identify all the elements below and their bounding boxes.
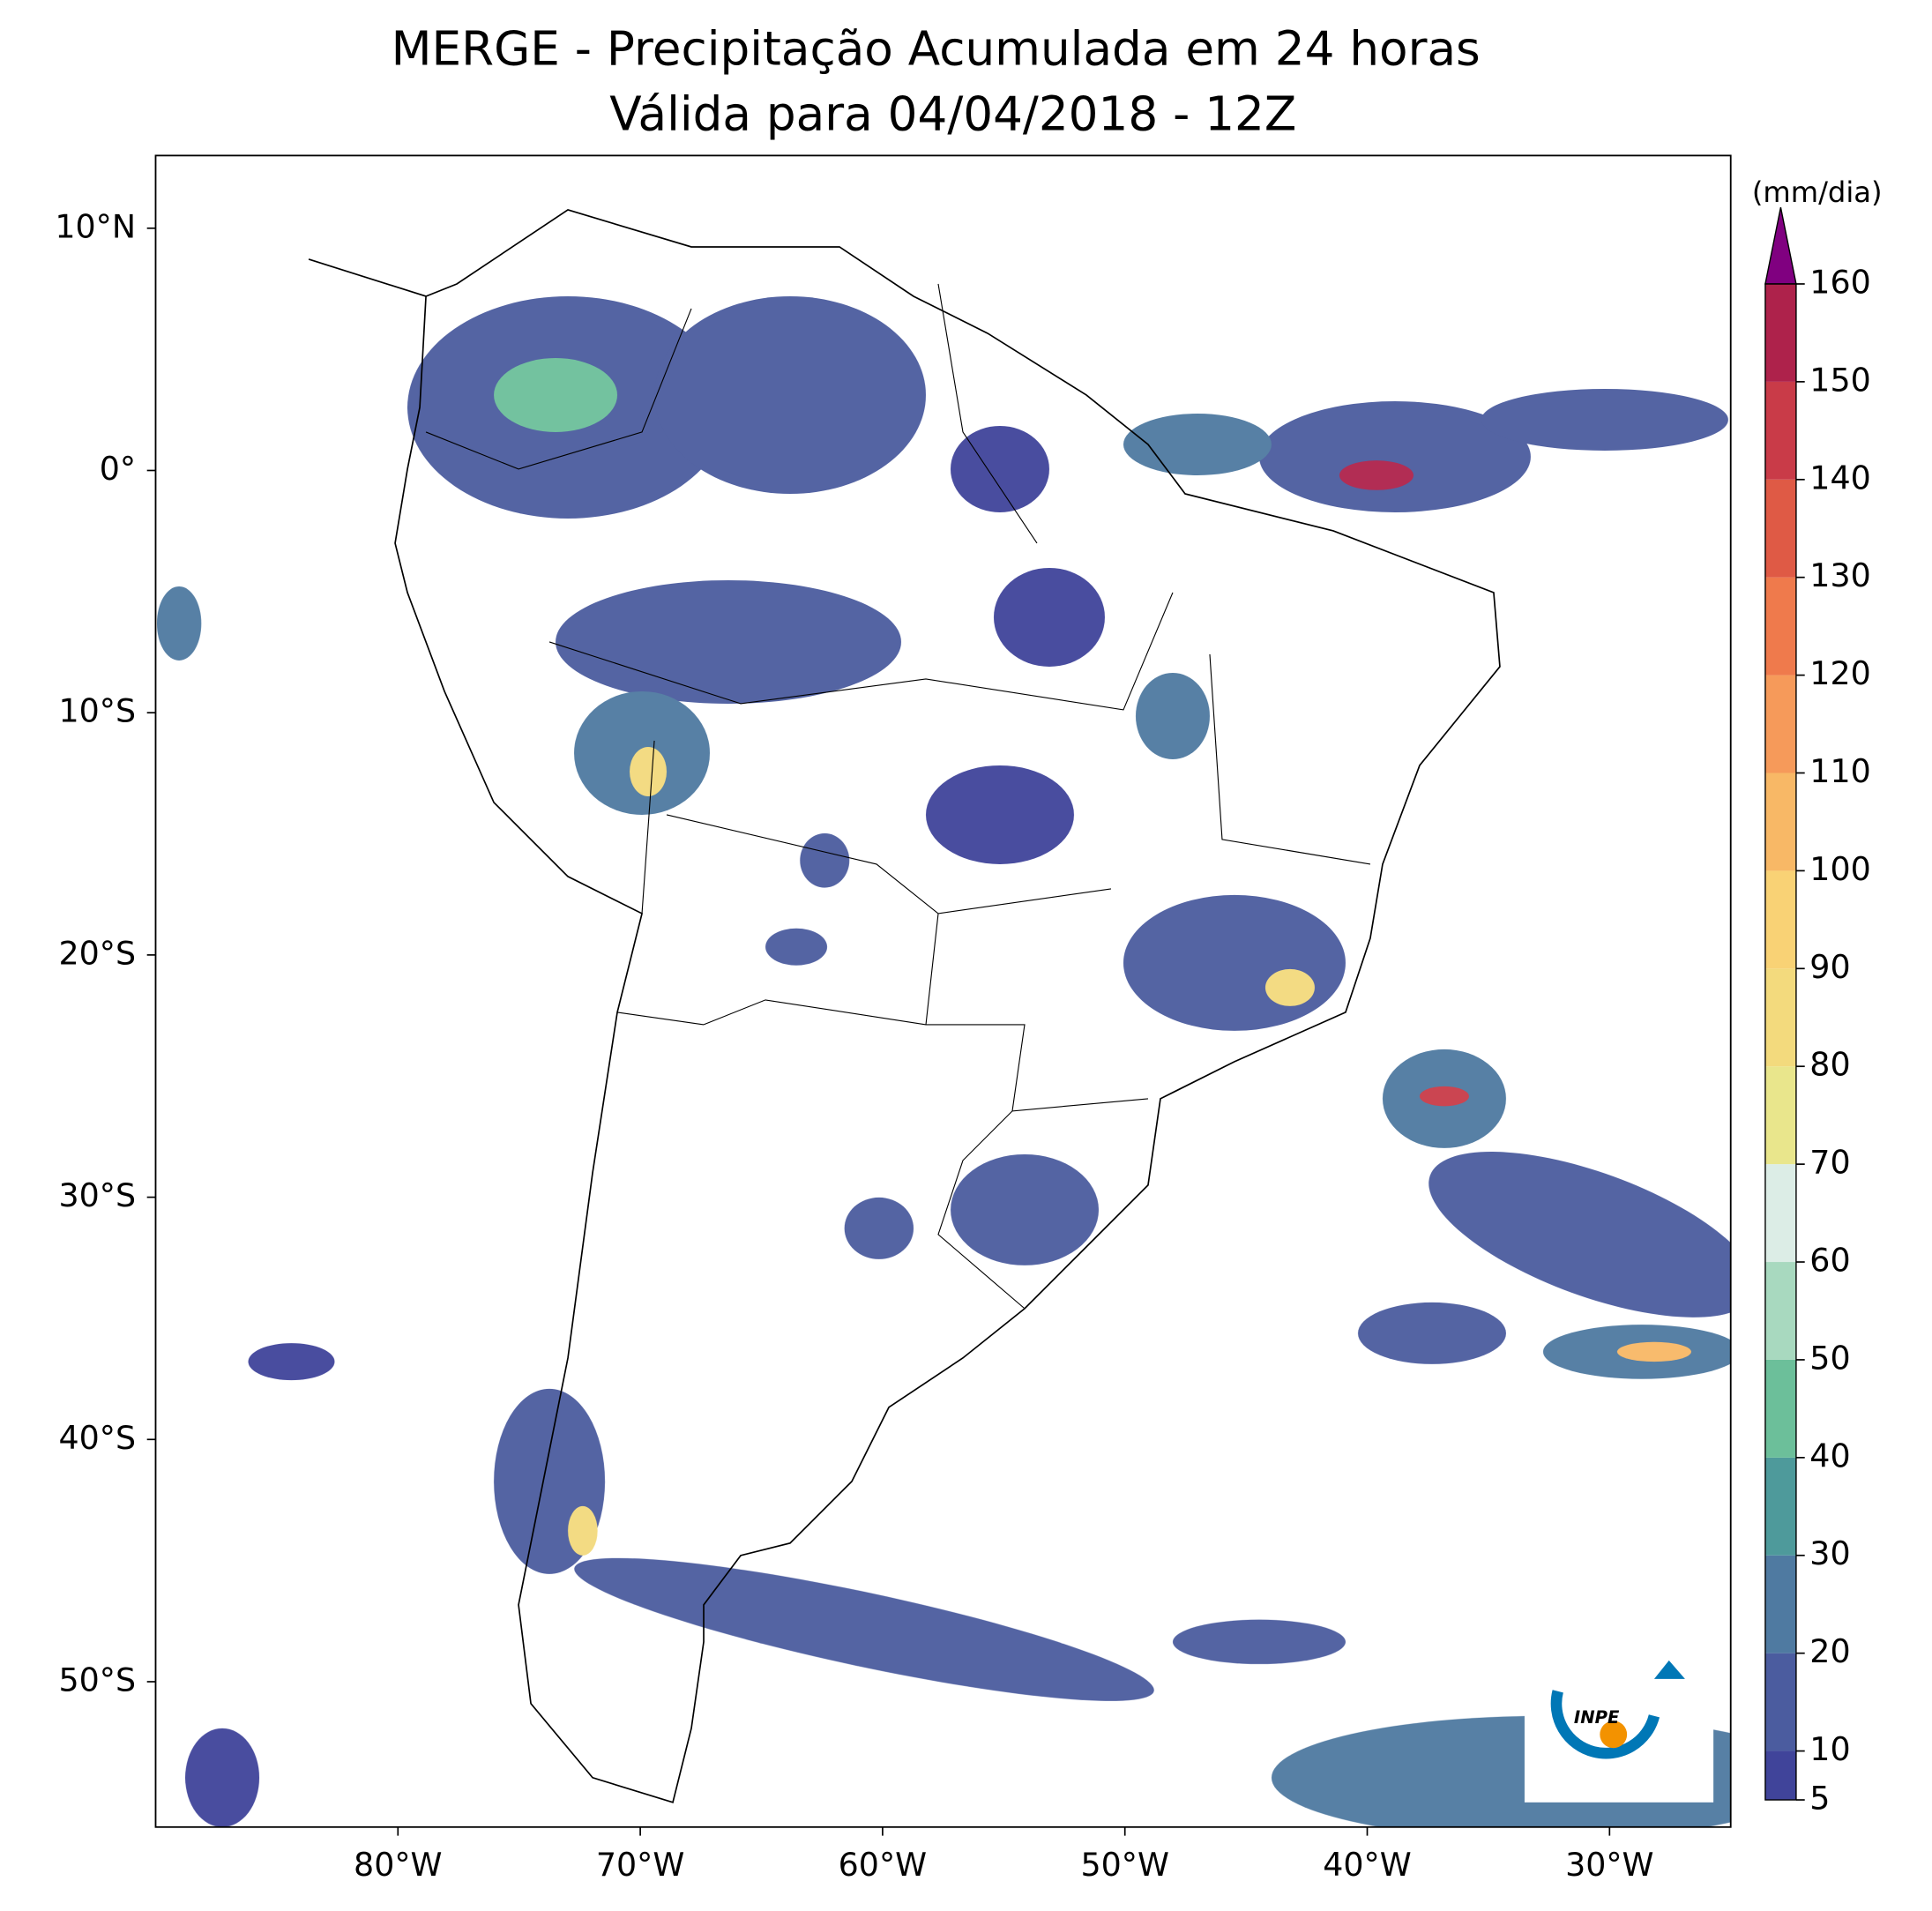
colorbar-segment (1764, 1066, 1796, 1165)
x-tick-label: 30°W (1565, 1846, 1653, 1884)
rain-area (1419, 1086, 1469, 1107)
colorbar-tick-label: 80 (1809, 1046, 1850, 1084)
colorbar-tick-label: 5 (1809, 1780, 1830, 1818)
colorbar-tick-label: 50 (1809, 1339, 1850, 1377)
rain-area (1428, 1151, 1731, 1318)
colorbar-tick-label: 160 (1809, 263, 1870, 301)
borders (425, 283, 1371, 1310)
rain-area (951, 425, 1049, 512)
colorbar-tick-label: 30 (1809, 1534, 1850, 1572)
y-tick-label: 10°S (59, 692, 137, 730)
colorbar-tick-label: 90 (1809, 948, 1850, 986)
rain-area (926, 765, 1074, 864)
rain-area (156, 586, 202, 661)
colorbar-tick-label: 60 (1809, 1242, 1850, 1280)
axes: 80°W 70°W 60°W 50°W 40°W 30°W 10°N 0° 10°S 20°S 30… (55, 207, 1871, 1884)
colorbar-tick-label: 70 (1809, 1144, 1850, 1182)
y-tick-label: 50°S (59, 1661, 137, 1698)
colorbar-segment (1764, 1751, 1796, 1801)
rain-area (248, 1343, 335, 1381)
y-tick-label: 30°S (59, 1176, 137, 1214)
colorbar-extend (1764, 207, 1797, 285)
colorbar-tick-label: 140 (1809, 459, 1870, 496)
map-area: INPE (156, 209, 1731, 1827)
x-tick-label: 70°W (596, 1846, 684, 1884)
colorbar-segment (1764, 968, 1796, 1067)
rain-area (1258, 400, 1531, 512)
logo-text: INPE (1574, 1707, 1620, 1728)
x-tick-label: 50°W (1080, 1846, 1168, 1884)
colorbar-tick-label: 130 (1809, 556, 1870, 594)
rain-area (494, 357, 618, 432)
colorbar-tick-label: 100 (1809, 850, 1870, 888)
rain-area (568, 1505, 598, 1556)
colorbar-segment (1764, 577, 1796, 676)
colorbar-segment (1764, 1555, 1796, 1653)
colorbar-segment (1764, 870, 1796, 969)
rain-area (574, 1557, 1154, 1701)
precipitation (156, 295, 1731, 1827)
logo-arrow (1653, 1660, 1685, 1679)
rain-area (844, 1197, 914, 1259)
colorbar-segment (1764, 1653, 1796, 1751)
rain-area (185, 1728, 260, 1827)
rain-area (993, 567, 1105, 667)
colorbar-segment (1764, 1359, 1796, 1458)
subtitle: Válida para 04/04/2018 - 12Z (609, 87, 1296, 142)
y-tick-label: 20°S (59, 934, 137, 972)
rain-area (1616, 1341, 1691, 1362)
y-tick-label: 0° (100, 450, 136, 488)
rain-area (765, 928, 828, 966)
colorbar-tick-label: 110 (1809, 752, 1870, 790)
colorbar-frame (1764, 283, 1797, 1801)
colorbar-segment (1764, 283, 1796, 382)
x-tick-label: 80°W (354, 1846, 442, 1884)
logo-dot (1600, 1721, 1628, 1749)
y-tick-label: 40°S (59, 1419, 137, 1457)
colorbar-tick-label: 10 (1809, 1730, 1850, 1768)
colorbar-segment (1764, 773, 1796, 871)
colorbar-label: (mm/dia) (1752, 175, 1883, 209)
colorbar-segment (1764, 675, 1796, 773)
rain-area (951, 1153, 1099, 1265)
colorbar-tick-label: 20 (1809, 1632, 1850, 1670)
rain-area (1357, 1302, 1506, 1364)
rain-area (1135, 672, 1210, 759)
map-frame (154, 154, 1732, 1828)
colorbar-tick-label: 120 (1809, 654, 1870, 692)
rain-area (1123, 413, 1272, 475)
x-tick-label: 60°W (839, 1846, 927, 1884)
colorbar-tick-label: 40 (1809, 1437, 1850, 1474)
rain-area (630, 746, 668, 796)
rain-area (1123, 894, 1346, 1031)
colorbar-segment (1764, 1262, 1796, 1360)
rain-area (1264, 968, 1315, 1006)
colorbar-segment (1764, 1164, 1796, 1263)
colorbar-segment (1764, 1457, 1796, 1556)
rain-area (1172, 1619, 1346, 1665)
logo: INPE (1524, 1660, 1714, 1803)
colorbar-tick-label: 150 (1809, 361, 1870, 399)
colorbar-segment (1764, 479, 1796, 578)
y-tick-label: 10°N (55, 207, 136, 245)
coastline (308, 209, 1501, 1803)
rain-area (1339, 460, 1414, 490)
rain-area (654, 295, 927, 494)
rain-area (800, 832, 850, 888)
colorbar-segment (1764, 381, 1796, 480)
rain-area (556, 579, 902, 704)
x-tick-label: 40°W (1323, 1846, 1411, 1884)
logo-arc (1550, 1690, 1660, 1759)
title: MERGE - Precipitação Acumulada em 24 hor… (392, 21, 1481, 76)
rain-area (1481, 388, 1728, 451)
